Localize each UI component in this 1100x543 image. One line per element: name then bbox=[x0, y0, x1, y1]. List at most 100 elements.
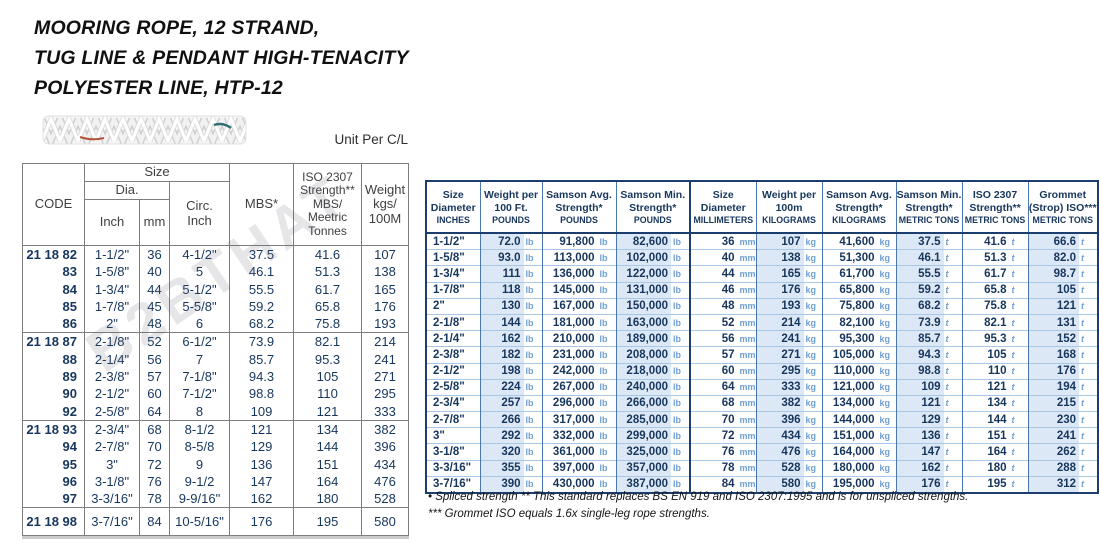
value-cell: 72 mm bbox=[689, 427, 756, 444]
value-number: 121,000 bbox=[832, 381, 875, 394]
col-header-iso-strength: ISO 2307 Strength** METRIC TONS bbox=[961, 181, 1028, 234]
value-unit: t bbox=[943, 250, 962, 266]
value-cell: 182 lb bbox=[479, 346, 542, 363]
value-cell: 44 mm bbox=[689, 265, 756, 283]
col-header-min-strength-t: Samson Min. Strength* METRIC TONS bbox=[895, 181, 962, 234]
value-cell: 61.7 t bbox=[961, 265, 1028, 283]
value-cell: 60 bbox=[139, 385, 170, 403]
value-cell: 285,000 lb bbox=[615, 411, 690, 428]
value-cell: 2-3/8" bbox=[84, 368, 140, 386]
value-cell: 230 t bbox=[1027, 411, 1098, 428]
value-unit: t bbox=[1079, 428, 1097, 444]
value-unit: kg bbox=[803, 314, 822, 331]
value-unit: t bbox=[1079, 379, 1097, 395]
value-cell: 110 t bbox=[961, 362, 1028, 380]
value-unit: lb bbox=[597, 266, 616, 282]
value-unit: lb bbox=[597, 395, 616, 412]
value-unit: lb bbox=[523, 428, 542, 444]
code-header: CODE bbox=[22, 163, 85, 246]
value-cell: 41.6 t bbox=[961, 233, 1028, 250]
value-number: 390 bbox=[501, 478, 521, 491]
size-inches-cell: 2-5/8" bbox=[425, 378, 480, 396]
size-inches-cell: 2-1/4" bbox=[425, 330, 480, 347]
value-number: 82,100 bbox=[839, 316, 875, 329]
col-header-size-mm: Size Diameter MILLIMETERS bbox=[689, 181, 756, 234]
value-cell: 193 kg bbox=[755, 297, 822, 315]
value-cell: 198 lb bbox=[479, 362, 542, 380]
value-number: 242,000 bbox=[552, 365, 595, 378]
value-unit: lb bbox=[523, 282, 542, 298]
value-number: 41,600 bbox=[839, 235, 875, 248]
code-cell: 85 bbox=[22, 297, 85, 316]
value-number: 121 bbox=[987, 381, 1007, 394]
value-number: 167,000 bbox=[552, 300, 595, 313]
spec-row: 83 1-5/8" 40 5 46.1 51.3 138 bbox=[22, 263, 409, 281]
value-number: 57 bbox=[721, 348, 735, 361]
value-number: 214 bbox=[781, 316, 801, 329]
spec-row: 2-5/8" 224 lb 267,000 lb 240,000 lb 64 mm 333 kg 12… bbox=[425, 378, 1098, 396]
value-cell: 102,000 lb bbox=[615, 249, 690, 266]
value-cell: 110,000 kg bbox=[821, 362, 896, 380]
size-inches-cell: 3-1/8" bbox=[425, 443, 480, 461]
value-cell: 37.5 bbox=[229, 245, 294, 264]
value-number: 163,000 bbox=[626, 316, 668, 329]
value-number: 82,600 bbox=[632, 235, 668, 248]
code-cell: 86 bbox=[22, 315, 85, 333]
value-number: 75.8 bbox=[984, 300, 1007, 313]
value-number: 180,000 bbox=[832, 462, 875, 475]
value-unit: lb bbox=[671, 476, 689, 492]
code-cell: 89 bbox=[22, 368, 85, 386]
value-cell: 242,000 lb bbox=[541, 362, 616, 380]
value-cell: 231,000 lb bbox=[541, 346, 616, 363]
value-unit: kg bbox=[877, 444, 896, 460]
spec-row: 2-1/8" 144 lb 181,000 lb 163,000 lb 52 mm 214 kg 82… bbox=[425, 313, 1098, 331]
value-number: 195 bbox=[987, 478, 1007, 491]
value-unit: lb bbox=[523, 266, 542, 282]
value-number: 84 bbox=[721, 478, 735, 491]
value-cell: 214 bbox=[361, 332, 409, 351]
value-number: 72 bbox=[721, 429, 735, 442]
size-inches-cell: 3" bbox=[425, 427, 480, 444]
value-number: 144 bbox=[987, 413, 1007, 426]
value-cell: 107 bbox=[361, 245, 409, 264]
value-cell: 94.3 t bbox=[895, 346, 962, 363]
value-unit: lb bbox=[671, 347, 689, 363]
value-cell: 138 bbox=[361, 263, 409, 281]
value-unit: kg bbox=[803, 395, 822, 412]
value-unit: kg bbox=[877, 282, 896, 298]
value-number: 208,000 bbox=[626, 348, 668, 361]
value-unit: t bbox=[1009, 347, 1028, 363]
value-number: 68 bbox=[721, 397, 735, 410]
value-number: 129 bbox=[921, 413, 941, 426]
value-cell: 51.3 t bbox=[961, 249, 1028, 266]
value-cell: 46.1 t bbox=[895, 249, 962, 266]
value-number: 76 bbox=[721, 446, 735, 459]
value-cell: 73.9 t bbox=[895, 313, 962, 331]
value-unit: lb bbox=[597, 444, 616, 460]
value-cell: 2-5/8" bbox=[84, 402, 140, 421]
size-inches-cell: 2-7/8" bbox=[425, 411, 480, 428]
value-cell: 299,000 lb bbox=[615, 427, 690, 444]
value-number: 325,000 bbox=[626, 446, 668, 459]
value-cell: 151,000 kg bbox=[821, 427, 896, 444]
value-number: 91,800 bbox=[559, 235, 595, 248]
value-cell: 9-1/2 bbox=[169, 472, 230, 491]
value-cell: 45 bbox=[139, 297, 170, 316]
value-number: 64 bbox=[721, 381, 735, 394]
value-number: 122,000 bbox=[626, 267, 668, 280]
value-number: 176 bbox=[921, 478, 941, 491]
value-unit: lb bbox=[597, 460, 616, 476]
value-cell: 257 lb bbox=[479, 394, 542, 412]
value-cell: 266,000 lb bbox=[615, 394, 690, 412]
value-number: 134 bbox=[987, 397, 1007, 410]
value-number: 162 bbox=[921, 462, 941, 475]
code-cell: 94 bbox=[22, 438, 85, 456]
iso-header: ISO 2307 Strength** MBS/ Meetric Tonnes bbox=[293, 163, 362, 246]
value-unit: t bbox=[1079, 282, 1097, 298]
value-number: 109 bbox=[921, 381, 941, 394]
value-cell: 214 kg bbox=[755, 313, 822, 331]
value-cell: 262 t bbox=[1027, 443, 1098, 461]
value-cell: 52 bbox=[139, 332, 170, 351]
value-cell: 144,000 kg bbox=[821, 411, 896, 428]
spec-row: 94 2-7/8" 70 8-5/8 129 144 396 bbox=[22, 438, 409, 456]
